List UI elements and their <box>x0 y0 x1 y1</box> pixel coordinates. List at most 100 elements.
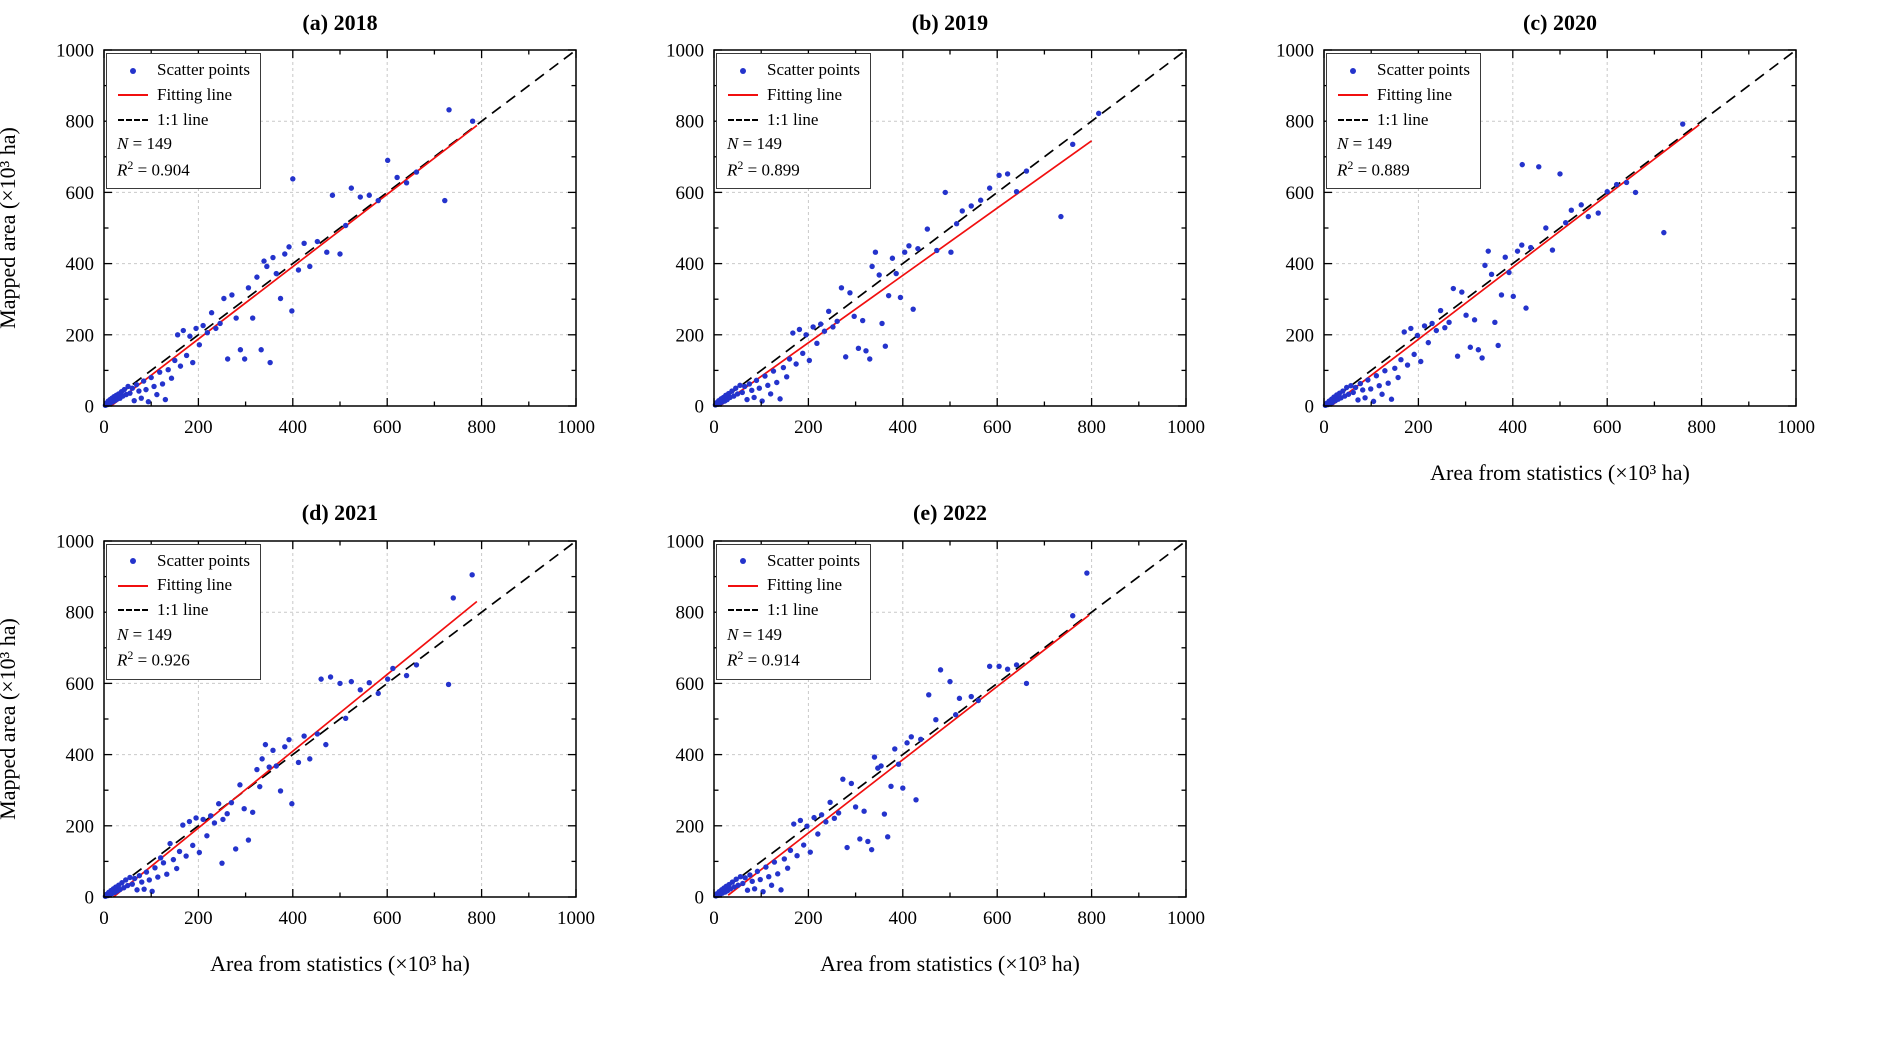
svg-text:600: 600 <box>983 417 1012 438</box>
svg-text:0: 0 <box>85 887 95 908</box>
svg-text:0: 0 <box>709 417 719 438</box>
svg-text:1000: 1000 <box>56 41 94 62</box>
stat-n: N = 149 <box>117 134 172 154</box>
scatter-plot-2021: 00 200 200 400 400 600 600 800 800 1000 1000 <box>56 531 595 929</box>
svg-text:400: 400 <box>1499 417 1528 438</box>
svg-text:0: 0 <box>85 397 95 418</box>
panel-2022: (e) 2022 0 0 200 200 400 400 600 600 800 800 1000 1… <box>610 496 1220 986</box>
one-to-one-line-icon <box>115 119 151 121</box>
scatter-plot-2018: 00 200 200 400 400 600 600 800 800 1000 1000 <box>56 41 595 439</box>
legend-box-2022: Scatter points Fitting line 1:1 line N =… <box>716 543 872 680</box>
y-axis-label: Mapped area (×10³ ha) <box>0 127 20 330</box>
svg-text:800: 800 <box>1687 417 1716 438</box>
one-to-one-line-icon <box>1335 119 1371 121</box>
stat-r2: R2 = 0.926 <box>117 648 190 670</box>
scatter-marker-icon <box>1335 68 1371 74</box>
svg-text:0: 0 <box>99 417 109 438</box>
svg-text:600: 600 <box>983 908 1012 929</box>
figure-row-top: (a) 2018 0 0 200 200 400 400 600 600 800 800 1000 1… <box>0 6 1892 496</box>
legend-label-scatter: Scatter points <box>157 550 251 570</box>
svg-text:1000: 1000 <box>666 41 704 62</box>
svg-text:600: 600 <box>1593 417 1622 438</box>
svg-text:400: 400 <box>889 417 918 438</box>
legend-box-2020: Scatter points Fitting line 1:1 line N =… <box>1326 53 1482 190</box>
scatter-plot-2020: 00 200 200 400 400 600 600 800 800 1000 1000 <box>1276 41 1815 439</box>
svg-text:1000: 1000 <box>1167 417 1205 438</box>
scatter-plot-2022: 00 200 200 400 400 600 600 800 800 1000 1000 <box>666 531 1205 929</box>
fitting-line-icon <box>115 585 151 587</box>
svg-text:600: 600 <box>373 908 402 929</box>
svg-text:0: 0 <box>1305 397 1315 418</box>
svg-text:0: 0 <box>1319 417 1329 438</box>
legend-label-fit: Fitting line <box>1377 85 1453 105</box>
x-axis-label: Area from statistics (×10³ ha) <box>1430 460 1690 486</box>
legend-label-fit: Fitting line <box>767 575 843 595</box>
svg-text:800: 800 <box>676 112 705 133</box>
one-to-one-line-icon <box>725 119 761 121</box>
svg-text:800: 800 <box>676 602 705 623</box>
svg-text:0: 0 <box>695 887 705 908</box>
legend-label-fit: Fitting line <box>157 85 233 105</box>
svg-text:1000: 1000 <box>557 417 595 438</box>
svg-text:1000: 1000 <box>666 531 704 552</box>
plot-area-2019: 0 0 200 200 400 400 600 600 800 800 1000 1000 Scatt… <box>644 38 1220 458</box>
svg-text:200: 200 <box>676 326 705 347</box>
panel-title-2020: (c) 2020 <box>1523 10 1597 35</box>
legend-label-fit: Fitting line <box>157 575 233 595</box>
svg-text:200: 200 <box>66 816 95 837</box>
svg-text:600: 600 <box>373 417 402 438</box>
stat-n: N = 149 <box>727 624 782 644</box>
figure-root: (a) 2018 0 0 200 200 400 400 600 600 800 800 1000 1… <box>0 0 1892 987</box>
svg-text:800: 800 <box>467 417 496 438</box>
svg-text:400: 400 <box>889 908 918 929</box>
svg-text:200: 200 <box>66 326 95 347</box>
panel-2019: (b) 2019 0 0 200 200 400 400 600 600 800 800 1000 1… <box>610 6 1220 458</box>
svg-text:0: 0 <box>695 397 705 418</box>
legend-label-one-to-one: 1:1 line <box>767 109 819 129</box>
svg-text:800: 800 <box>467 908 496 929</box>
panel-2021: (d) 2021 0 0 200 200 400 400 600 600 800 800 1000 1… <box>0 496 610 986</box>
svg-text:200: 200 <box>1286 326 1315 347</box>
svg-text:400: 400 <box>676 254 705 275</box>
svg-text:400: 400 <box>1286 254 1315 275</box>
legend-label-one-to-one: 1:1 line <box>157 600 209 620</box>
svg-text:1000: 1000 <box>56 531 94 552</box>
scatter-marker-icon <box>725 68 761 74</box>
legend-label-one-to-one: 1:1 line <box>767 600 819 620</box>
stat-r2: R2 = 0.899 <box>727 157 800 180</box>
svg-text:1000: 1000 <box>1276 41 1314 62</box>
svg-text:200: 200 <box>794 908 823 929</box>
scatter-marker-icon <box>115 558 151 564</box>
svg-text:600: 600 <box>676 183 705 204</box>
svg-text:800: 800 <box>1077 417 1106 438</box>
fitting-line-icon <box>115 94 151 96</box>
svg-text:400: 400 <box>279 417 308 438</box>
x-axis-label: Area from statistics (×10³ ha) <box>210 950 470 976</box>
panel-title-2019: (b) 2019 <box>911 10 989 35</box>
legend-label-scatter: Scatter points <box>767 550 861 570</box>
svg-text:800: 800 <box>66 602 95 623</box>
legend-label-one-to-one: 1:1 line <box>1377 109 1429 129</box>
stat-r2: R2 = 0.904 <box>117 157 190 180</box>
stat-n: N = 149 <box>117 624 172 644</box>
scatter-marker-icon <box>115 68 151 74</box>
svg-text:200: 200 <box>1404 417 1433 438</box>
svg-text:0: 0 <box>99 908 109 929</box>
fitting-line-icon <box>1335 94 1371 96</box>
panel-title-2022: (e) 2022 <box>913 500 987 526</box>
panel-title-2021: (d) 2021 <box>301 500 379 526</box>
stat-r2: R2 = 0.889 <box>1337 157 1410 180</box>
svg-text:400: 400 <box>279 908 308 929</box>
panel-title-2018: (a) 2018 <box>302 10 378 35</box>
svg-text:0: 0 <box>709 908 719 929</box>
svg-text:600: 600 <box>1286 183 1315 204</box>
legend-label-scatter: Scatter points <box>157 60 251 80</box>
legend-label-scatter: Scatter points <box>1377 60 1471 80</box>
y-axis-label: Mapped area (×10³ ha) <box>0 617 20 820</box>
svg-text:400: 400 <box>66 254 95 275</box>
svg-text:800: 800 <box>1286 112 1315 133</box>
svg-text:800: 800 <box>1077 908 1106 929</box>
figure-row-bottom: (d) 2021 0 0 200 200 400 400 600 600 800 800 1000 1… <box>0 496 1892 986</box>
legend-label-fit: Fitting line <box>767 85 843 105</box>
one-to-one-line-icon <box>725 609 761 611</box>
